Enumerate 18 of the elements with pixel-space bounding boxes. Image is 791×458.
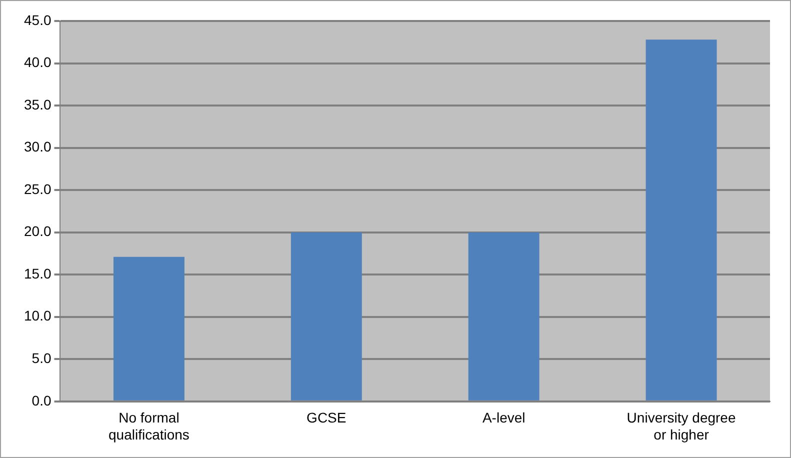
- x-tick-label: University degree or higher: [626, 410, 736, 442]
- x-tick-label: A-level: [482, 410, 526, 426]
- bar: [646, 40, 717, 400]
- y-tick-label: 30.0: [24, 138, 52, 155]
- y-tick-label: 15.0: [24, 265, 52, 282]
- y-tick-label: 5.0: [32, 350, 52, 366]
- y-tick-label: 40.0: [24, 54, 52, 70]
- y-tick-label: 45.0: [24, 12, 52, 28]
- x-tick-label: No formal qualifications: [108, 410, 190, 442]
- y-tick-label: 20.0: [24, 223, 52, 240]
- x-tick-label: GCSE: [306, 410, 346, 426]
- bar: [468, 232, 540, 400]
- bar: [290, 232, 362, 400]
- y-tick-label: 35.0: [24, 96, 52, 112]
- y-tick-label: 10.0: [24, 308, 52, 324]
- bar: [113, 256, 184, 400]
- y-tick-label: 25.0: [24, 180, 52, 197]
- y-tick-label: 0.0: [32, 392, 52, 408]
